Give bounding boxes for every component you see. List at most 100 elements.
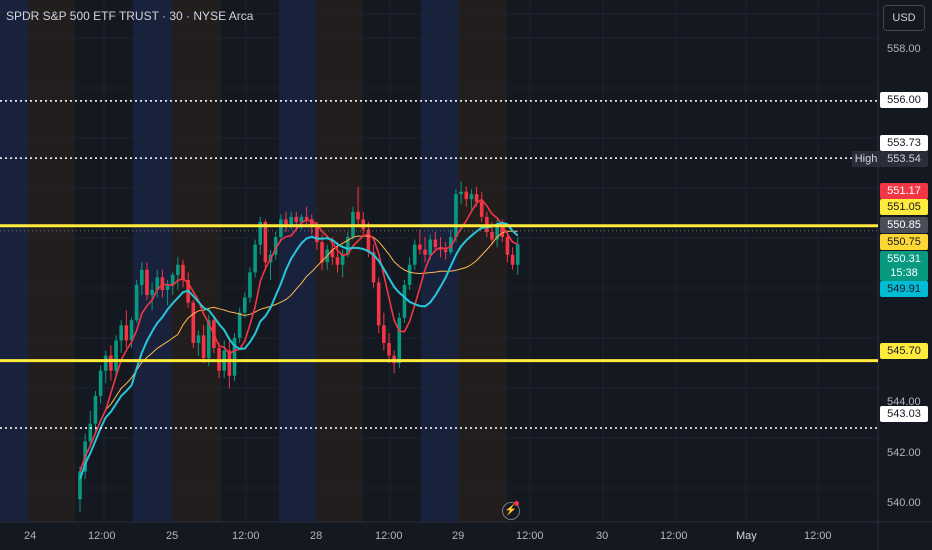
- candle-body: [474, 194, 479, 202]
- candle-body: [294, 216, 299, 222]
- time-axis-label: 29: [452, 530, 465, 542]
- candle-body: [346, 237, 350, 255]
- candle-body: [98, 370, 103, 396]
- candle-body: [258, 221, 263, 245]
- candle-body: [289, 216, 293, 225]
- candle-body: [387, 342, 391, 356]
- time-axis-label: May: [736, 530, 757, 542]
- candle-body: [330, 249, 335, 258]
- price-tick-label: 542.00: [887, 446, 921, 459]
- candle-body: [443, 249, 448, 253]
- candle-body: [237, 312, 242, 338]
- candle-body: [412, 244, 417, 265]
- session-band: [0, 0, 28, 522]
- candle-body: [284, 219, 288, 225]
- session-band: [28, 0, 75, 522]
- price-tick-label: 544.00: [887, 396, 921, 409]
- price-label: 550.31: [880, 251, 928, 267]
- candle-body: [366, 229, 371, 253]
- time-axis-label: 12:00: [804, 530, 832, 542]
- candle-body: [500, 224, 505, 238]
- candle-body: [449, 237, 453, 253]
- candle-body: [356, 211, 360, 220]
- candle-body: [428, 239, 432, 255]
- candle-body: [279, 219, 283, 238]
- candle-body: [150, 290, 154, 296]
- candle-body: [469, 194, 474, 200]
- ma-slow-line: [79, 230, 518, 472]
- flash-icon[interactable]: ⚡: [502, 502, 520, 520]
- high-label: High: [852, 151, 880, 167]
- notification-dot-icon: [514, 501, 519, 506]
- candle-body: [515, 244, 520, 265]
- time-axis-label: 12:00: [516, 530, 544, 542]
- time-axis-label: 30: [596, 530, 609, 542]
- candle-body: [227, 350, 232, 376]
- price-label: 550.85: [880, 217, 928, 233]
- session-band: [459, 0, 507, 522]
- chart-title: SPDR S&P 500 ETF TRUST · 30 · NYSE Arca: [6, 9, 254, 23]
- session-band: [172, 0, 221, 522]
- candle-body: [309, 219, 314, 227]
- candle-body: [315, 226, 319, 243]
- price-label: 549.91: [880, 281, 928, 297]
- session-band: [133, 0, 172, 522]
- candle-body: [340, 254, 345, 265]
- price-tick-label: 558.00: [887, 43, 921, 56]
- candle-body: [299, 216, 304, 222]
- candle-body: [248, 272, 252, 298]
- candle-body: [320, 242, 324, 263]
- candle-body: [206, 320, 211, 359]
- candle-body: [181, 264, 185, 280]
- price-tick-label: 540.00: [887, 497, 921, 510]
- step-line: [79, 221, 519, 480]
- price-label: 15:38: [880, 265, 928, 281]
- candle-body: [495, 224, 499, 240]
- candle-body: [407, 264, 412, 285]
- candle-body: [145, 269, 149, 296]
- candle-body: [243, 297, 247, 313]
- price-label: 550.75: [880, 234, 928, 250]
- price-label: 545.70: [880, 343, 928, 359]
- time-axis-label: 12:00: [232, 530, 260, 542]
- time-axis-label: 12:00: [375, 530, 403, 542]
- price-label: 551.17: [880, 183, 928, 199]
- candle-body: [134, 284, 139, 321]
- candle-body: [196, 335, 201, 343]
- time-axis-label: 12:00: [660, 530, 688, 542]
- candle-body: [479, 201, 484, 217]
- price-label: 553.54: [880, 151, 928, 167]
- candle-body: [335, 257, 340, 265]
- candle-body: [423, 249, 427, 255]
- candle-body: [160, 277, 165, 290]
- candle-body: [103, 355, 108, 371]
- candle-body: [176, 264, 180, 275]
- price-label: 551.05: [880, 199, 928, 215]
- candle-body: [402, 284, 407, 318]
- candle-body: [459, 191, 463, 195]
- candle-body: [201, 335, 206, 359]
- candle-body: [140, 269, 144, 285]
- price-label: 543.03: [880, 406, 928, 422]
- candle-body: [88, 423, 93, 442]
- candle-body: [273, 237, 278, 255]
- candle-body: [454, 194, 458, 238]
- candle-body: [371, 252, 376, 283]
- time-axis-label: 24: [24, 530, 37, 542]
- candle-body: [433, 239, 438, 248]
- candle-body: [114, 340, 118, 371]
- time-axis-label: 28: [310, 530, 323, 542]
- candle-body: [191, 302, 196, 343]
- currency-button[interactable]: USD: [883, 5, 925, 31]
- candle-body: [170, 274, 175, 285]
- candle-body: [78, 471, 82, 500]
- candle-body: [397, 317, 402, 364]
- candle-body: [155, 277, 160, 290]
- candle-body: [505, 237, 510, 255]
- candle-body: [119, 325, 123, 341]
- candle-body: [418, 244, 422, 250]
- candle-body: [376, 282, 381, 326]
- candle-body: [490, 232, 494, 240]
- candle-body: [129, 320, 134, 341]
